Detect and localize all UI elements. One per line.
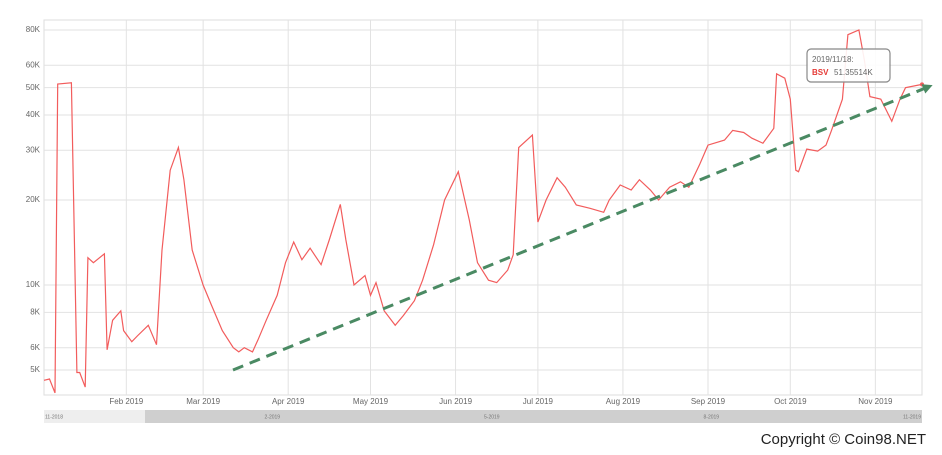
tooltip-value: 51.35514K	[834, 68, 873, 77]
x-tick-label: May 2019	[353, 397, 389, 406]
tooltip: 2019/11/18: BSV 51.35514K	[806, 48, 891, 83]
copyright: Copyright © Coin98.NET	[761, 431, 926, 448]
y-tick-label: 30K	[26, 145, 41, 154]
y-tick-label: 10K	[26, 280, 41, 289]
y-tick-label: 20K	[26, 195, 41, 204]
point	[920, 82, 924, 87]
x-tick-label: Oct 2019	[774, 397, 807, 406]
navigator-label: 11-2019	[903, 414, 921, 420]
y-tick-label: 80K	[26, 25, 41, 34]
y-tick-label: 8K	[30, 308, 40, 317]
plot-area	[43, 19, 923, 396]
navigator-label: 5-2019	[484, 414, 500, 420]
y-tick-label: 40K	[26, 110, 41, 119]
navigator: 11-2018 2-2019 5-2019 8-2019 11-2019	[44, 410, 922, 423]
x-tick-label: Jul 2019	[523, 397, 554, 406]
tooltip-box	[806, 48, 891, 83]
plot	[43, 29, 924, 394]
x-tick-label: Nov 2019	[858, 397, 893, 406]
navigator-label: 2-2019	[265, 414, 281, 420]
grid: 5K 6K 8K 10K 20K 30K 40K 50K 60K 80K Feb 2019 Mar 2…	[26, 19, 923, 406]
x-tick-label: Jun 2019	[439, 397, 472, 406]
x-tick-label: Apr 2019	[272, 397, 305, 406]
tooltip-series: BSV	[812, 68, 829, 77]
x-tick-label: Sep 2019	[691, 397, 726, 406]
trend-arrow	[232, 84, 933, 372]
x-tick-label: Mar 2019	[186, 397, 220, 406]
y-tick-label: 5K	[30, 365, 40, 374]
y-tick-label: 6K	[30, 343, 40, 352]
navigator-label: 11-2018	[45, 414, 63, 420]
y-tick-label: 50K	[26, 83, 41, 92]
navigator-window[interactable]	[145, 410, 922, 423]
line	[43, 29, 923, 394]
x-tick-label: Aug 2019	[606, 397, 641, 406]
x-tick-label: Feb 2019	[109, 397, 143, 406]
y-tick-label: 60K	[26, 60, 41, 69]
tooltip-date: 2019/11/18:	[812, 55, 854, 64]
navigator-label: 8-2019	[704, 414, 720, 420]
